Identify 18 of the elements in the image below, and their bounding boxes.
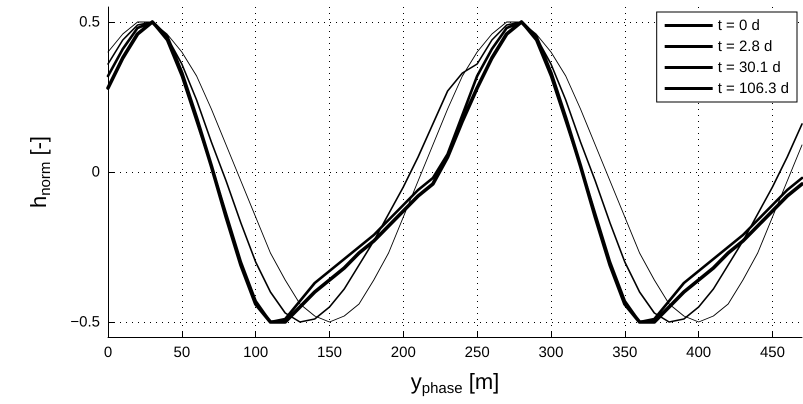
x-tick-label: 50 — [173, 344, 190, 361]
x-tick-label: 100 — [243, 344, 268, 361]
x-tick-label: 150 — [316, 344, 342, 361]
legend-label: t = 2.8 d — [718, 38, 772, 55]
x-tick-label: 200 — [390, 344, 416, 361]
x-tick-label: 0 — [104, 344, 112, 361]
x-tick-label: 350 — [612, 344, 638, 361]
x-tick-label: 400 — [686, 344, 712, 361]
x-tick-label: 250 — [464, 344, 490, 361]
y-tick-label: 0.5 — [79, 14, 100, 30]
legend-label: t = 0 d — [718, 17, 760, 34]
legend-label: t = 30.1 d — [718, 59, 781, 76]
y-tick-label: −0.5 — [70, 314, 100, 330]
y-axis-title: hnorm [-] — [26, 136, 54, 208]
x-tick-label: 300 — [538, 344, 564, 361]
y-tick-label: 0 — [92, 164, 100, 180]
x-tick-label: 450 — [760, 344, 785, 361]
legend-label: t = 106.3 d — [718, 80, 790, 97]
